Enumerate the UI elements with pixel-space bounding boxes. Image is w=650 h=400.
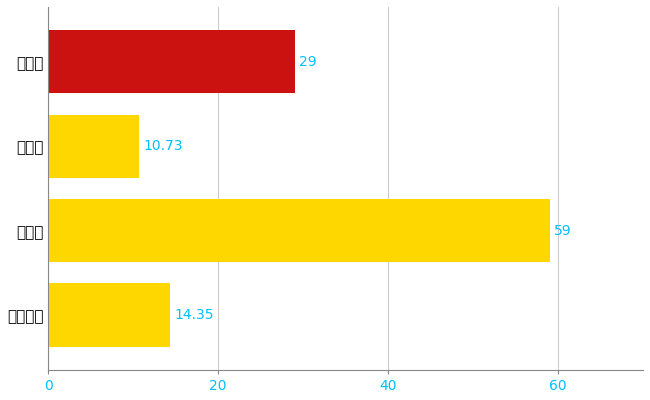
Bar xyxy=(48,199,550,262)
Text: 10.73: 10.73 xyxy=(144,139,183,153)
Text: 29: 29 xyxy=(299,55,317,69)
Text: 14.35: 14.35 xyxy=(174,308,214,322)
Bar xyxy=(48,284,170,347)
Bar xyxy=(48,30,294,94)
Text: 59: 59 xyxy=(554,224,571,238)
Bar xyxy=(48,115,140,178)
